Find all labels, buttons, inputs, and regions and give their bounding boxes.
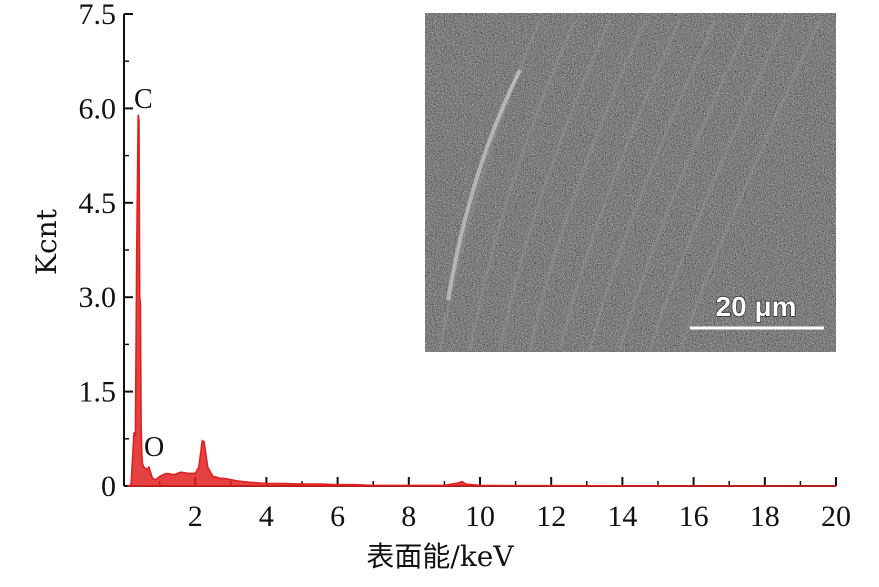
sem-bright-ridge <box>446 69 522 301</box>
x-tick-label: 14 <box>607 500 637 533</box>
x-tick-label: 2 <box>188 500 203 533</box>
x-tick-label: 12 <box>536 500 566 533</box>
sem-inset-image: 20 μm <box>425 13 836 352</box>
y-tick-label: 4.5 <box>79 187 117 220</box>
carbon-peak-label: C <box>134 84 153 115</box>
spectrum-line <box>127 114 837 487</box>
x-axis-title: 表面能/keV <box>366 540 514 573</box>
y-tick-label: 6.0 <box>79 92 117 125</box>
x-ticks: 2 4 6 8 10 12 14 16 18 20 <box>158 477 851 533</box>
y-tick-label: 3.0 <box>79 281 117 314</box>
y-axis-title: Kcnt <box>30 208 63 275</box>
y-tick-label: 7.5 <box>79 0 117 31</box>
x-tick-label: 20 <box>821 500 851 533</box>
x-tick-label: 10 <box>465 500 495 533</box>
sem-stripe-texture <box>438 19 822 351</box>
oxygen-peak-label: O <box>144 432 164 463</box>
y-tick-label: 1.5 <box>79 376 117 409</box>
y-ticks: 0 1.5 3.0 4.5 6.0 7.5 <box>79 0 133 503</box>
y-tick-label: 0 <box>101 470 116 503</box>
x-tick-label: 8 <box>401 500 416 533</box>
scale-bar-label: 20 μm <box>716 291 797 322</box>
x-tick-label: 18 <box>750 500 780 533</box>
x-tick-label: 16 <box>679 500 709 533</box>
x-tick-label: 4 <box>259 500 274 533</box>
x-tick-label: 6 <box>330 500 345 533</box>
